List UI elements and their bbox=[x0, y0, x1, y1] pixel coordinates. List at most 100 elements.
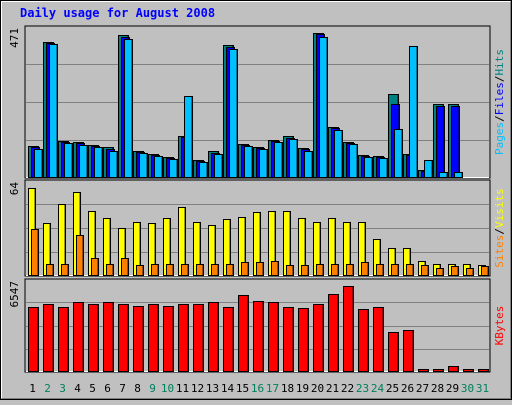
bar-kbytes-day-12 bbox=[193, 304, 204, 372]
y-max-label: 6547 bbox=[8, 281, 21, 308]
bar-sites-day-26 bbox=[406, 264, 414, 276]
x-tick-day-11: 11 bbox=[176, 382, 189, 395]
bar-kbytes-day-20 bbox=[313, 304, 324, 372]
bar-pages-day-8 bbox=[139, 153, 148, 178]
x-tick-day-15: 15 bbox=[236, 382, 249, 395]
legend-files: Files bbox=[493, 82, 506, 115]
bar-kbytes-day-15 bbox=[238, 295, 249, 372]
x-tick-day-9: 9 bbox=[149, 382, 156, 395]
bar-pages-day-19 bbox=[304, 151, 313, 178]
bar-sites-day-25 bbox=[391, 264, 399, 276]
legend-sites: Sites bbox=[493, 235, 506, 268]
bar-sites-day-19 bbox=[301, 265, 309, 276]
x-tick-day-18: 18 bbox=[281, 382, 294, 395]
bar-pages-day-9 bbox=[154, 156, 163, 178]
side-legend: Sites/Visits bbox=[493, 188, 506, 268]
bar-pages-day-24 bbox=[379, 158, 388, 178]
bar-pages-day-27 bbox=[424, 160, 433, 178]
side-legend: KBytes bbox=[493, 306, 506, 346]
bar-kbytes-day-2 bbox=[43, 304, 54, 372]
y-max-label: 64 bbox=[8, 182, 21, 196]
bar-pages-day-14 bbox=[229, 49, 238, 178]
bar-pages-day-22 bbox=[349, 144, 358, 178]
bar-kbytes-day-24 bbox=[373, 307, 384, 372]
bar-kbytes-day-26 bbox=[403, 330, 414, 372]
bar-kbytes-day-13 bbox=[208, 302, 219, 372]
bar-pages-day-29 bbox=[454, 172, 463, 178]
x-tick-day-16: 16 bbox=[251, 382, 264, 395]
x-tick-day-17: 17 bbox=[266, 382, 279, 395]
bevel-shadow bbox=[1, 1, 511, 399]
x-tick-day-30: 30 bbox=[461, 382, 474, 395]
legend-separator: / bbox=[493, 76, 506, 83]
bar-kbytes-day-19 bbox=[298, 308, 309, 372]
bar-sites-day-31 bbox=[481, 266, 489, 276]
legend-separator: / bbox=[493, 115, 506, 122]
bar-sites-day-20 bbox=[316, 264, 324, 276]
x-tick-day-6: 6 bbox=[104, 382, 111, 395]
x-tick-day-31: 31 bbox=[476, 382, 489, 395]
x-tick-day-10: 10 bbox=[161, 382, 174, 395]
bar-pages-day-13 bbox=[214, 154, 223, 178]
bar-pages-day-5 bbox=[94, 147, 103, 178]
bar-sites-day-5 bbox=[91, 258, 99, 276]
bar-kbytes-day-4 bbox=[73, 302, 84, 372]
bar-sites-day-13 bbox=[211, 264, 219, 276]
bar-kbytes-day-7 bbox=[118, 304, 129, 372]
x-tick-day-23: 23 bbox=[356, 382, 369, 395]
bar-files-day-29 bbox=[451, 106, 460, 178]
bar-pages-day-23 bbox=[364, 157, 373, 178]
bar-kbytes-day-30 bbox=[463, 369, 474, 372]
panel-2: 64 Sites/Visits bbox=[8, 179, 506, 277]
legend-separator: / bbox=[493, 228, 506, 235]
chart-title: Daily usage for August 2008 bbox=[20, 6, 215, 20]
bevel-highlight bbox=[1, 1, 511, 399]
bar-sites-day-28 bbox=[436, 268, 444, 276]
bar-pages-day-4 bbox=[79, 145, 88, 178]
bar-sites-day-15 bbox=[241, 262, 249, 276]
bar-kbytes-day-11 bbox=[178, 304, 189, 372]
bar-sites-day-30 bbox=[466, 268, 474, 276]
x-tick-day-26: 26 bbox=[401, 382, 414, 395]
bar-sites-day-8 bbox=[136, 265, 144, 276]
bar-kbytes-day-10 bbox=[163, 306, 174, 372]
bar-sites-day-18 bbox=[286, 265, 294, 276]
bar-pages-day-28 bbox=[439, 172, 448, 178]
x-axis-labels: 1 2 3 4 5 6 7 8 9 10 11 12 13 14 15 16 17 18 19 20 21 22 23 24 2… bbox=[29, 382, 489, 395]
bar-sites-day-2 bbox=[46, 264, 54, 276]
bar-kbytes-day-27 bbox=[418, 369, 429, 372]
x-tick-day-1: 1 bbox=[29, 382, 36, 395]
x-tick-day-8: 8 bbox=[134, 382, 141, 395]
bar-kbytes-day-18 bbox=[283, 307, 294, 372]
bar-kbytes-day-22 bbox=[343, 286, 354, 372]
bar-kbytes-day-8 bbox=[133, 306, 144, 372]
bar-pages-day-10 bbox=[169, 159, 178, 178]
panel-3: 6547 KBytes bbox=[8, 278, 506, 373]
x-tick-day-4: 4 bbox=[74, 382, 81, 395]
bar-kbytes-day-14 bbox=[223, 307, 234, 372]
bar-pages-day-3 bbox=[64, 143, 73, 178]
bar-sites-day-24 bbox=[376, 264, 384, 276]
bar-pages-day-25 bbox=[394, 129, 403, 178]
bar-sites-day-10 bbox=[166, 264, 174, 276]
x-tick-day-3: 3 bbox=[59, 382, 66, 395]
bar-pages-day-16 bbox=[259, 149, 268, 178]
bar-sites-day-17 bbox=[271, 261, 279, 276]
legend-pages: Pages bbox=[493, 122, 506, 155]
bar-pages-day-11 bbox=[184, 96, 193, 178]
bar-sites-day-12 bbox=[196, 264, 204, 276]
bar-sites-day-3 bbox=[61, 264, 69, 276]
bar-kbytes-day-16 bbox=[253, 301, 264, 372]
bar-sites-day-9 bbox=[151, 264, 159, 276]
bar-kbytes-day-23 bbox=[358, 309, 369, 372]
bar-pages-day-26 bbox=[409, 46, 418, 178]
bar-sites-day-1 bbox=[31, 229, 39, 276]
bar-sites-day-14 bbox=[226, 264, 234, 276]
x-tick-day-12: 12 bbox=[191, 382, 204, 395]
bar-pages-day-18 bbox=[289, 139, 298, 178]
x-tick-day-19: 19 bbox=[296, 382, 309, 395]
bar-kbytes-day-6 bbox=[103, 302, 114, 372]
